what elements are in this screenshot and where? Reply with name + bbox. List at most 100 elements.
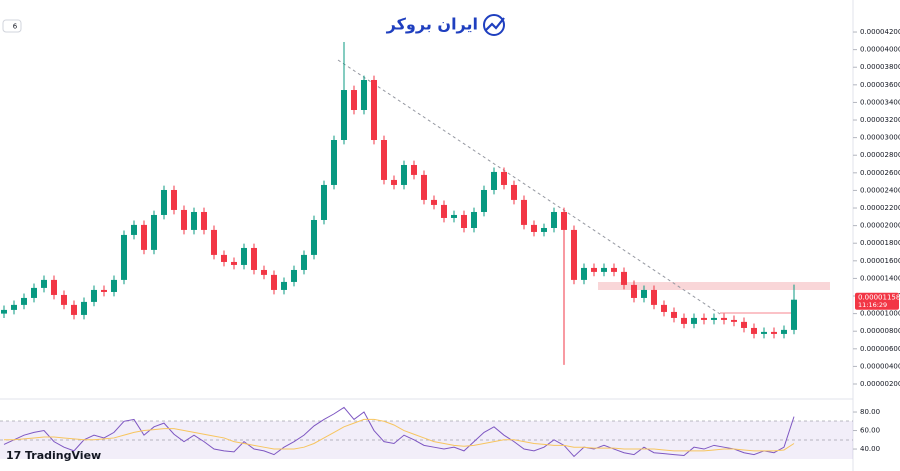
candle-body [301,254,307,270]
candle-body [211,229,217,255]
collapse-button[interactable] [2,19,22,33]
candle-body [21,297,27,305]
candle-body [561,211,567,230]
candle-body [81,301,87,315]
candle-body [631,284,637,298]
candle-body [791,299,797,330]
candle-body [281,281,287,290]
y-tick-label: 0.00001800 [860,239,900,247]
candle-body [551,211,557,228]
logo-ring [483,14,505,36]
candle-body [131,224,137,235]
candle-body [151,214,157,250]
candle-body [451,214,457,218]
candle-body [41,279,47,288]
y-tick-label: 0.00003000 [860,134,900,142]
candle-body [321,184,327,220]
candle-body [51,279,57,295]
y-tick-label: 0.00002800 [860,151,900,159]
candle-body [171,189,177,210]
y-tick-label: 0.00000600 [860,345,900,353]
candle-body [761,331,767,334]
candle-body [251,247,257,270]
last-price-box [855,292,899,310]
candle-body [101,289,107,292]
candle-body [651,289,657,305]
y-tick-label: 0.00002400 [860,186,900,194]
candle-body [591,267,597,272]
trend-line [337,59,721,315]
candle-body [491,171,497,190]
logo: ایران بروکر [386,14,505,36]
candle-body [161,189,167,215]
candle-body [291,269,297,282]
candle-body [1,309,7,314]
candle-body [541,227,547,232]
candle-body [731,319,737,322]
candle-body [71,304,77,315]
y-tick-label: 0.00001600 [860,257,900,265]
candle-body [691,317,697,324]
last-price-label: 0.00001158 [858,294,900,302]
candle-body [411,164,417,175]
y-tick-label: 0.00000800 [860,327,900,335]
candle-body [421,174,427,200]
candle-body [111,279,117,292]
platform-logo: 17 TradingView [6,449,101,462]
rsi-tick-label: 60.00 [860,427,880,435]
brand-name: ایران بروکر [386,15,478,34]
candle-body [671,311,677,318]
candle-body [141,224,147,250]
candle-body [511,184,517,200]
candle-body [441,204,447,218]
candle-body [361,79,367,110]
candle-body [341,90,347,140]
candle-body [781,329,787,334]
collapse-count: 6 [13,23,18,31]
candle-body [581,267,587,280]
rsi-line [3,406,795,458]
rsi-tick-label: 40.00 [860,445,880,453]
candle-body [331,139,337,185]
rsi-line [4,418,795,452]
countdown: 11:16:29 [858,301,887,309]
candle-body [741,321,747,328]
candle-body [391,179,397,185]
candle-body [471,211,477,228]
candle-body [641,289,647,298]
candle-body [201,211,207,230]
candle-body [11,304,17,310]
rsi-tick-label: 80.00 [860,408,880,416]
candle-body [271,274,277,290]
candle-body [661,304,667,312]
candle-body [771,331,777,334]
candle-body [261,269,267,275]
candle-body [571,229,577,280]
y-tick-label: 0.00003600 [860,81,900,89]
candle-body [711,317,717,320]
candle-body [701,317,707,320]
candle-body [501,171,507,185]
candle-body [121,234,127,280]
y-tick-label: 0.00004200 [860,28,900,36]
y-tick-label: 0.00000400 [860,362,900,370]
candle-body [181,209,187,230]
candle-body [401,164,407,185]
resistance-zone [598,282,830,290]
candle-body [461,214,467,228]
y-tick-label: 0.00001000 [860,310,900,318]
candle-body [531,224,537,232]
y-tick-label: 0.00002000 [860,222,900,230]
candle-body [371,79,377,140]
candle-body [621,271,627,285]
y-tick-label: 0.00002200 [860,204,900,212]
candle-body [221,254,227,262]
candle-body [681,317,687,324]
logo-icon [485,17,505,31]
y-tick-label: 0.00001400 [860,274,900,282]
y-tick-label: 0.00000200 [860,380,900,388]
candle-body [191,211,197,230]
platform-name: TradingView [25,449,101,462]
candle-body [61,294,67,305]
